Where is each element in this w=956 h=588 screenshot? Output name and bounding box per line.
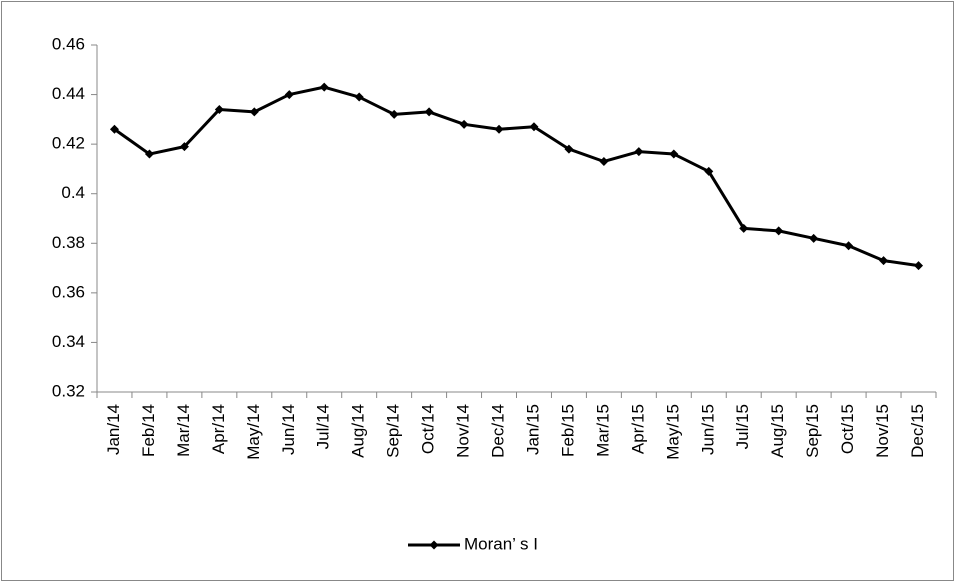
x-tick-label: Feb/14 — [139, 404, 158, 457]
x-tick-label: Jun/14 — [279, 404, 298, 455]
x-tick-label: Nov/15 — [873, 404, 892, 458]
x-tick-label: Oct/14 — [419, 404, 438, 454]
data-point — [424, 107, 434, 117]
x-tick-label: Jul/14 — [314, 404, 333, 449]
data-point — [109, 124, 119, 134]
data-point — [704, 166, 714, 176]
data-point — [774, 226, 784, 236]
x-tick-label: May/14 — [244, 404, 263, 460]
x-tick-label: Jun/15 — [698, 404, 717, 455]
data-point — [389, 109, 399, 119]
x-tick-label: Dec/14 — [489, 404, 508, 458]
x-tick-label: Jul/15 — [733, 404, 752, 449]
data-point — [844, 241, 854, 251]
data-point — [879, 256, 889, 266]
x-tick-label: Oct/15 — [838, 404, 857, 454]
x-tick-label: Aug/14 — [349, 404, 368, 458]
data-point — [214, 104, 224, 114]
data-point — [739, 223, 749, 233]
data-point — [144, 149, 154, 159]
data-point — [599, 156, 609, 166]
y-tick-label: 0.46 — [52, 34, 85, 53]
y-tick-label: 0.44 — [52, 84, 85, 103]
x-tick-label: Sep/14 — [384, 404, 403, 458]
data-point — [319, 82, 329, 92]
x-tick-label: Mar/15 — [593, 404, 612, 457]
data-point — [459, 119, 469, 129]
x-tick-label: Apr/14 — [209, 404, 228, 454]
series-line — [113, 85, 919, 268]
data-point — [669, 149, 679, 159]
x-tick-label: Jan/14 — [104, 404, 123, 455]
x-tick-label: Sep/15 — [803, 404, 822, 458]
x-tick-label: Jan/15 — [523, 404, 542, 455]
data-point — [564, 144, 574, 154]
data-point — [179, 142, 189, 152]
legend-label: Moran’ s I — [464, 534, 538, 553]
data-point — [809, 233, 819, 243]
data-point — [914, 261, 924, 271]
x-tick-label: Feb/15 — [558, 404, 577, 457]
legend-marker — [429, 540, 439, 550]
data-point — [284, 90, 294, 100]
x-tick-label: May/15 — [663, 404, 682, 460]
data-point — [494, 124, 504, 134]
x-tick-label: Nov/14 — [454, 404, 473, 458]
x-tick-label: Mar/14 — [174, 404, 193, 457]
y-tick-label: 0.32 — [52, 381, 85, 400]
data-point — [634, 147, 644, 157]
y-tick-label: 0.36 — [52, 282, 85, 301]
data-point — [529, 122, 539, 132]
y-tick-label: 0.34 — [52, 332, 85, 351]
data-point — [354, 92, 364, 102]
x-tick-label: Aug/15 — [768, 404, 787, 458]
y-tick-label: 0.38 — [52, 233, 85, 252]
x-tick-label: Dec/15 — [908, 404, 927, 458]
data-point — [249, 107, 259, 117]
y-tick-label: 0.4 — [61, 183, 85, 202]
x-tick-label: Apr/15 — [628, 404, 647, 454]
y-tick-label: 0.42 — [52, 134, 85, 153]
